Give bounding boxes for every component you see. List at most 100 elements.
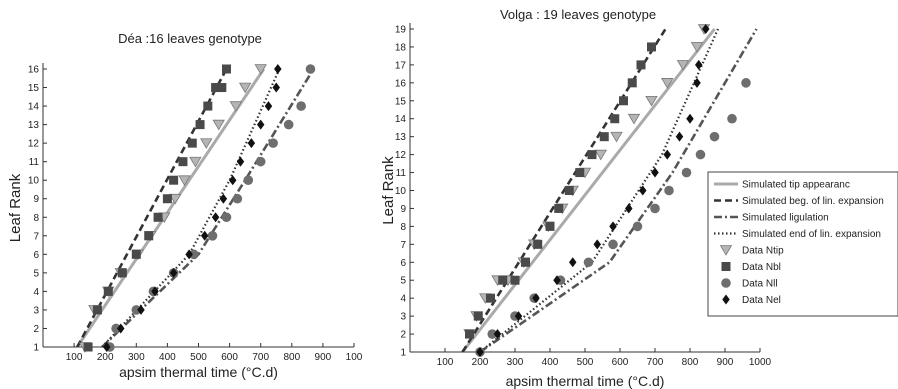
data-point-circle xyxy=(268,138,278,148)
legend: Simulated tip appearanc Simulated beg. of… xyxy=(707,171,898,317)
simulated-line-dotted xyxy=(101,68,281,348)
x-tick-label: 500 xyxy=(577,357,594,368)
legend-label: Data Ntip xyxy=(742,246,784,257)
y-tick-label: 18 xyxy=(395,42,407,53)
y-tick-label: 1 xyxy=(400,348,406,359)
y-tick-label: 6 xyxy=(33,250,39,261)
data-point-circle xyxy=(255,156,266,167)
y-tick-label: 3 xyxy=(400,312,406,323)
x-tick-label: 800 xyxy=(283,352,300,363)
y-tick-label: 5 xyxy=(33,268,39,279)
x-tick-label: 600 xyxy=(221,352,238,363)
x-tick-label: 300 xyxy=(507,357,524,368)
x-tick-label: 800 xyxy=(682,357,699,368)
data-point-diamond xyxy=(151,286,159,297)
data-point-square xyxy=(545,221,555,231)
y-tick-label: 4 xyxy=(33,287,39,298)
x-tick-label: 100 xyxy=(346,352,363,363)
y-tick-label: 7 xyxy=(400,240,406,251)
data-point-square xyxy=(169,175,179,185)
data-point-square xyxy=(211,83,221,93)
data-point-circle xyxy=(727,113,737,124)
data-point-diamond xyxy=(272,82,280,93)
data-point-circle xyxy=(583,257,594,268)
data-point-diamond xyxy=(264,101,273,112)
simulated-line-dashed xyxy=(461,28,667,353)
data-point-triangle xyxy=(168,193,182,205)
y-tick-label: 16 xyxy=(395,78,407,89)
data-point-square xyxy=(144,231,154,241)
legend-label: Data Nll xyxy=(742,279,778,290)
simulated-line-solid xyxy=(75,68,266,348)
y-tick-label: 12 xyxy=(395,150,407,161)
data-point-triangle xyxy=(594,149,607,161)
data-point-diamond xyxy=(137,304,145,315)
data-point-square xyxy=(498,275,508,285)
y-tick-label: 10 xyxy=(28,176,40,187)
x-axis-label: apsim thermal time (°C.d) xyxy=(506,373,665,389)
data-point-diamond xyxy=(639,185,647,196)
x-tick-label: 600 xyxy=(612,357,629,368)
data-point-square xyxy=(473,311,483,321)
data-point-diamond xyxy=(693,77,701,88)
data-point-diamond xyxy=(200,230,209,241)
data-point-circle xyxy=(232,193,243,204)
simulated-line-dashed xyxy=(76,68,228,348)
y-tick-label: 19 xyxy=(395,25,407,36)
data-point-square xyxy=(636,60,646,70)
data-point-circle xyxy=(695,149,706,160)
data-point-circle xyxy=(296,101,306,111)
y-tick-label: 12 xyxy=(28,139,40,150)
data-point-diamond xyxy=(256,119,265,130)
data-point-square xyxy=(486,293,495,303)
data-point-diamond xyxy=(553,275,561,286)
simulated-line-dashdot xyxy=(479,28,758,354)
chart-title: Déa :16 leaves genotype xyxy=(118,31,262,46)
data-point-circle xyxy=(608,239,618,250)
data-point-triangle xyxy=(676,60,690,71)
data-point-circle xyxy=(305,64,316,74)
data-point-diamond xyxy=(169,267,178,278)
data-point-triangle xyxy=(690,42,704,53)
data-point-diamond xyxy=(103,342,111,352)
data-point-diamond xyxy=(117,323,125,334)
data-point-diamond xyxy=(211,212,220,223)
data-point-diamond xyxy=(219,193,228,204)
data-point-diamond xyxy=(274,64,282,74)
y-axis-label: Leaf Rank xyxy=(7,173,24,242)
data-point-triangle xyxy=(178,175,191,186)
data-point-diamond xyxy=(686,113,694,124)
legend-label: Simulated tip appearanc xyxy=(742,180,850,191)
data-point-square xyxy=(103,286,113,296)
y-tick-label: 1 xyxy=(33,343,39,354)
data-point-diamond xyxy=(593,239,601,250)
data-point-diamond xyxy=(663,149,671,160)
data-point-square xyxy=(221,64,231,74)
data-point-square xyxy=(178,157,188,167)
data-point-triangle xyxy=(661,78,674,89)
data-point-circle xyxy=(632,221,643,232)
data-point-circle xyxy=(243,175,254,185)
data-point-square xyxy=(203,101,213,111)
data-point-square xyxy=(521,257,530,267)
y-tick-label: 7 xyxy=(33,231,39,242)
x-tick-label: 1000 xyxy=(749,357,772,368)
legend-label: Simulated ligulation xyxy=(742,213,829,224)
data-point-triangle xyxy=(212,119,225,131)
data-point-diamond xyxy=(675,131,684,142)
data-point-circle xyxy=(650,203,660,214)
data-point-square xyxy=(610,114,620,124)
data-point-diamond xyxy=(695,59,703,70)
y-tick-label: 15 xyxy=(28,83,40,94)
data-point-triangle xyxy=(189,156,202,168)
y-tick-label: 9 xyxy=(400,204,406,215)
y-tick-label: 16 xyxy=(28,65,40,76)
data-point-square xyxy=(619,96,628,106)
y-tick-label: 10 xyxy=(395,186,407,197)
data-point-diamond xyxy=(609,221,617,232)
data-point-square xyxy=(575,168,585,178)
legend-marker-diamond xyxy=(722,294,730,305)
data-point-diamond xyxy=(702,24,710,34)
data-point-diamond xyxy=(476,347,484,357)
